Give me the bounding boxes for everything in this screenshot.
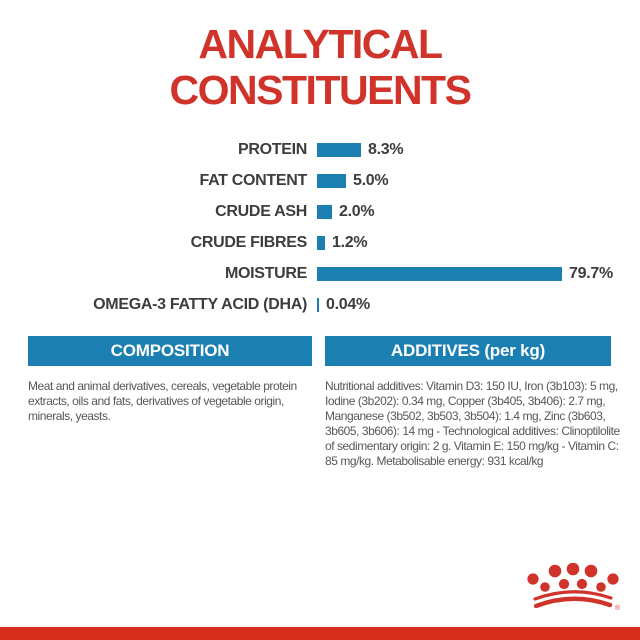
- chart-row: CRUDE FIBRES 1.2%: [0, 227, 640, 258]
- chart-category-label: FAT CONTENT: [199, 171, 307, 189]
- composition-heading: COMPOSITION: [28, 336, 312, 366]
- additives-heading: ADDITIVES (per kg): [325, 336, 611, 366]
- page-title: ANALYTICAL CONSTITUENTS: [0, 21, 640, 113]
- chart-category-label: CRUDE FIBRES: [190, 233, 308, 251]
- footer-red-bar: [0, 627, 640, 640]
- chart-row: MOISTURE 79.7%: [0, 258, 640, 289]
- chart-category-label: CRUDE ASH: [215, 202, 307, 220]
- composition-body: Meat and animal derivatives, cereals, ve…: [28, 379, 297, 423]
- additives-body: Nutritional additives: Vitamin D3: 150 I…: [325, 379, 620, 468]
- chart-value-label: 5.0%: [353, 171, 389, 189]
- chart-category-label: PROTEIN: [237, 140, 307, 158]
- chart-bar: [317, 204, 332, 219]
- chart-bar: [317, 173, 346, 188]
- analytical-constituents-chart: PROTEIN 8.3% FAT CONTENT 5.0% CRUDE ASH 2.0% C…: [0, 134, 640, 320]
- chart-category-label: MOISTURE: [224, 264, 307, 282]
- chart-value-label: 1.2%: [332, 233, 368, 251]
- chart-row: FAT CONTENT 5.0%: [0, 165, 640, 196]
- page-title-line1: ANALYTICAL: [198, 21, 443, 67]
- registered-trademark-symbol: ®: [615, 604, 621, 612]
- chart-category-label: OMEGA-3 FATTY ACID (DHA): [93, 295, 307, 313]
- chart-bar: [317, 142, 361, 157]
- additives-heading-label: ADDITIVES (per kg): [390, 341, 546, 360]
- chart-bar: [317, 235, 325, 250]
- chart-value-label: 79.7%: [569, 264, 613, 282]
- chart-bar: [317, 297, 319, 312]
- chart-row: OMEGA-3 FATTY ACID (DHA) 0.04%: [0, 289, 640, 320]
- chart-value-label: 8.3%: [368, 140, 404, 158]
- royal-canin-crown-logo: ®: [527, 563, 621, 612]
- chart-row: CRUDE ASH 2.0%: [0, 196, 640, 227]
- composition-heading-label: COMPOSITION: [110, 341, 230, 360]
- chart-value-label: 0.04%: [326, 295, 370, 313]
- chart-row: PROTEIN 8.3%: [0, 134, 640, 165]
- chart-bar: [317, 266, 562, 281]
- page-title-line2: CONSTITUENTS: [169, 67, 472, 113]
- chart-value-label: 2.0%: [339, 202, 375, 220]
